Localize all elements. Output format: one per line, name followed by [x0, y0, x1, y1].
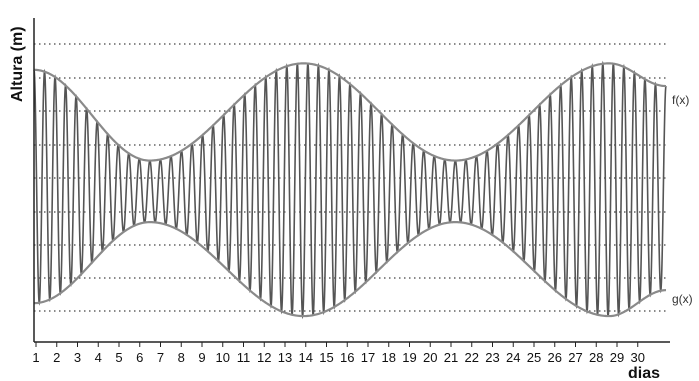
x-tick-label: 29 — [610, 350, 624, 365]
x-tick-label: 7 — [157, 350, 164, 365]
x-tick-label: 8 — [178, 350, 185, 365]
x-tick-label: 5 — [115, 350, 122, 365]
envelope-curves — [33, 62, 667, 318]
x-tick-label: 28 — [589, 350, 603, 365]
f-curve-label: f(x) — [672, 93, 689, 107]
x-tick-label: 15 — [319, 350, 333, 365]
grid-lines — [34, 43, 666, 312]
x-tick-labels: 1 2 3 4 5 6 7 8 9 10 11 12 13 14 15 16 17 18 19 20 21 22 23 24 2… — [32, 342, 645, 365]
x-tick-label: 19 — [402, 350, 416, 365]
x-tick-label: 22 — [465, 350, 479, 365]
x-tick-label: 4 — [95, 350, 102, 365]
f-envelope-curve — [33, 62, 667, 162]
x-tick-label: 25 — [527, 350, 541, 365]
x-tick-label: 9 — [198, 350, 205, 365]
x-tick-label: 24 — [506, 350, 520, 365]
x-tick-label: 16 — [340, 350, 354, 365]
x-tick-label: 27 — [568, 350, 582, 365]
x-tick-label: 13 — [278, 350, 292, 365]
g-envelope-curve — [33, 221, 667, 318]
x-tick-label: 10 — [216, 350, 230, 365]
x-tick-label: 12 — [257, 350, 271, 365]
x-tick-label: 2 — [53, 350, 60, 365]
x-tick-label: 21 — [444, 350, 458, 365]
x-tick-label: 18 — [382, 350, 396, 365]
x-tick-label: 14 — [299, 350, 313, 365]
x-tick-label: 1 — [32, 350, 39, 365]
x-tick-label: 23 — [485, 350, 499, 365]
x-tick-label: 30 — [631, 350, 645, 365]
x-tick-label: 26 — [548, 350, 562, 365]
g-curve-label: g(x) — [672, 292, 693, 306]
x-tick-label: 17 — [361, 350, 375, 365]
x-tick-label: 11 — [237, 350, 251, 365]
x-tick-label: 3 — [74, 350, 81, 365]
x-axis-label: dias — [628, 365, 660, 381]
x-tick-label: 20 — [423, 350, 437, 365]
y-axis-label: Altura (m) — [9, 26, 26, 102]
x-tick-label: 6 — [136, 350, 143, 365]
